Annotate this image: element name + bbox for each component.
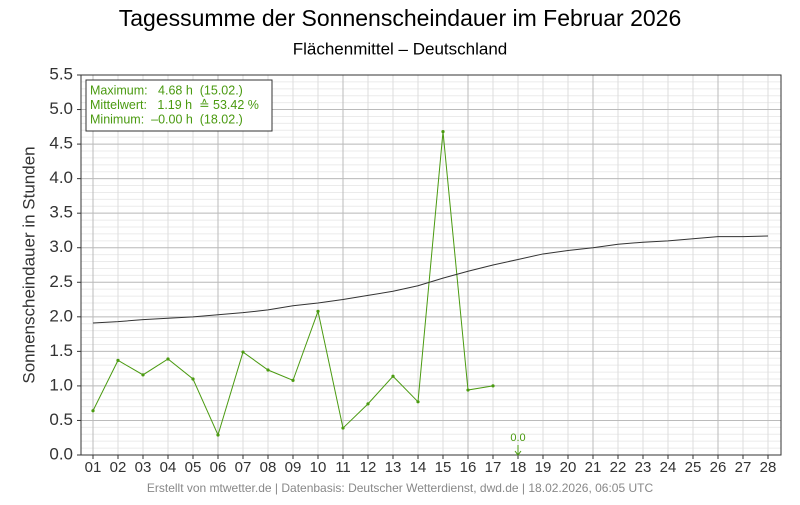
point [391,374,395,378]
x-tick-label: 20 [560,459,577,476]
x-tick-label: 14 [410,459,427,476]
point [241,350,245,354]
x-tick-label: 01 [85,459,102,476]
x-tick-label: 28 [760,459,777,476]
x-tick-label: 09 [285,459,302,476]
y-tick-label: 0.5 [49,410,73,429]
x-tick-label: 18 [510,459,527,476]
annotation-label: 0.0 [510,432,525,444]
point [416,400,420,404]
x-tick-label: 17 [485,459,502,476]
chart-title: Tagessumme der Sonnenscheindauer im Febr… [119,5,682,31]
plot-frame [80,74,782,456]
x-tick-label: 23 [635,459,652,476]
point [266,368,270,372]
x-tick-label: 15 [435,459,452,476]
info-box [85,79,273,132]
y-tick-label: 4.0 [49,168,73,187]
info-line: Maximum: 4.68 h (15.02.) [90,83,243,97]
x-tick-label: 06 [210,459,227,476]
y-tick-label: 1.5 [49,341,73,360]
point [466,388,470,392]
y-tick-label: 3.5 [49,203,73,222]
info-line: Mittelwert: 1.19 h ≙ 53.42 % [90,98,259,112]
x-tick-label: 21 [585,459,602,476]
x-tick-label: 13 [385,459,402,476]
x-tick-label: 27 [735,459,752,476]
point [291,378,295,382]
x-tick-label: 19 [535,459,552,476]
x-tick-label: 12 [360,459,377,476]
point [491,384,495,388]
footer: Erstellt von mtwetter.de | Datenbasis: D… [147,481,654,495]
x-tick-label: 05 [185,459,202,476]
y-tick-label: 1.0 [49,375,73,394]
x-tick-label: 03 [135,459,152,476]
x-tick-label: 26 [710,459,727,476]
info-line: Minimum: –0.00 h (18.02.) [90,112,243,126]
chart-subtitle: Flächenmittel – Deutschland [293,39,508,58]
x-tick-label: 04 [160,459,177,476]
point [366,402,370,406]
point [216,433,220,437]
point [191,377,195,381]
series-line [92,235,769,324]
point [166,357,170,361]
y-axis-label: Sonnenscheindauer in Stunden [19,146,38,383]
point [441,130,445,134]
x-tick-label: 16 [460,459,477,476]
point [316,309,320,313]
point [91,409,95,413]
y-tick-label: 3.0 [49,237,73,256]
point [116,358,120,362]
y-tick-label: 5.0 [49,99,73,118]
x-tick-label: 24 [660,459,677,476]
x-tick-label: 07 [235,459,252,476]
x-tick-label: 22 [610,459,627,476]
annotation-arrow [514,445,522,456]
y-tick-label: 2.0 [49,306,73,325]
x-tick-label: 11 [335,459,351,476]
y-tick-label: 5.5 [49,64,73,83]
y-tick-label: 0.0 [49,444,73,463]
x-tick-label: 10 [310,459,327,476]
x-tick-label: 08 [260,459,277,476]
x-tick-label: 02 [110,459,127,476]
x-tick-label: 25 [685,459,702,476]
point [141,373,145,377]
y-tick-label: 4.5 [49,134,73,153]
y-tick-label: 2.5 [49,272,73,291]
point [341,426,345,430]
